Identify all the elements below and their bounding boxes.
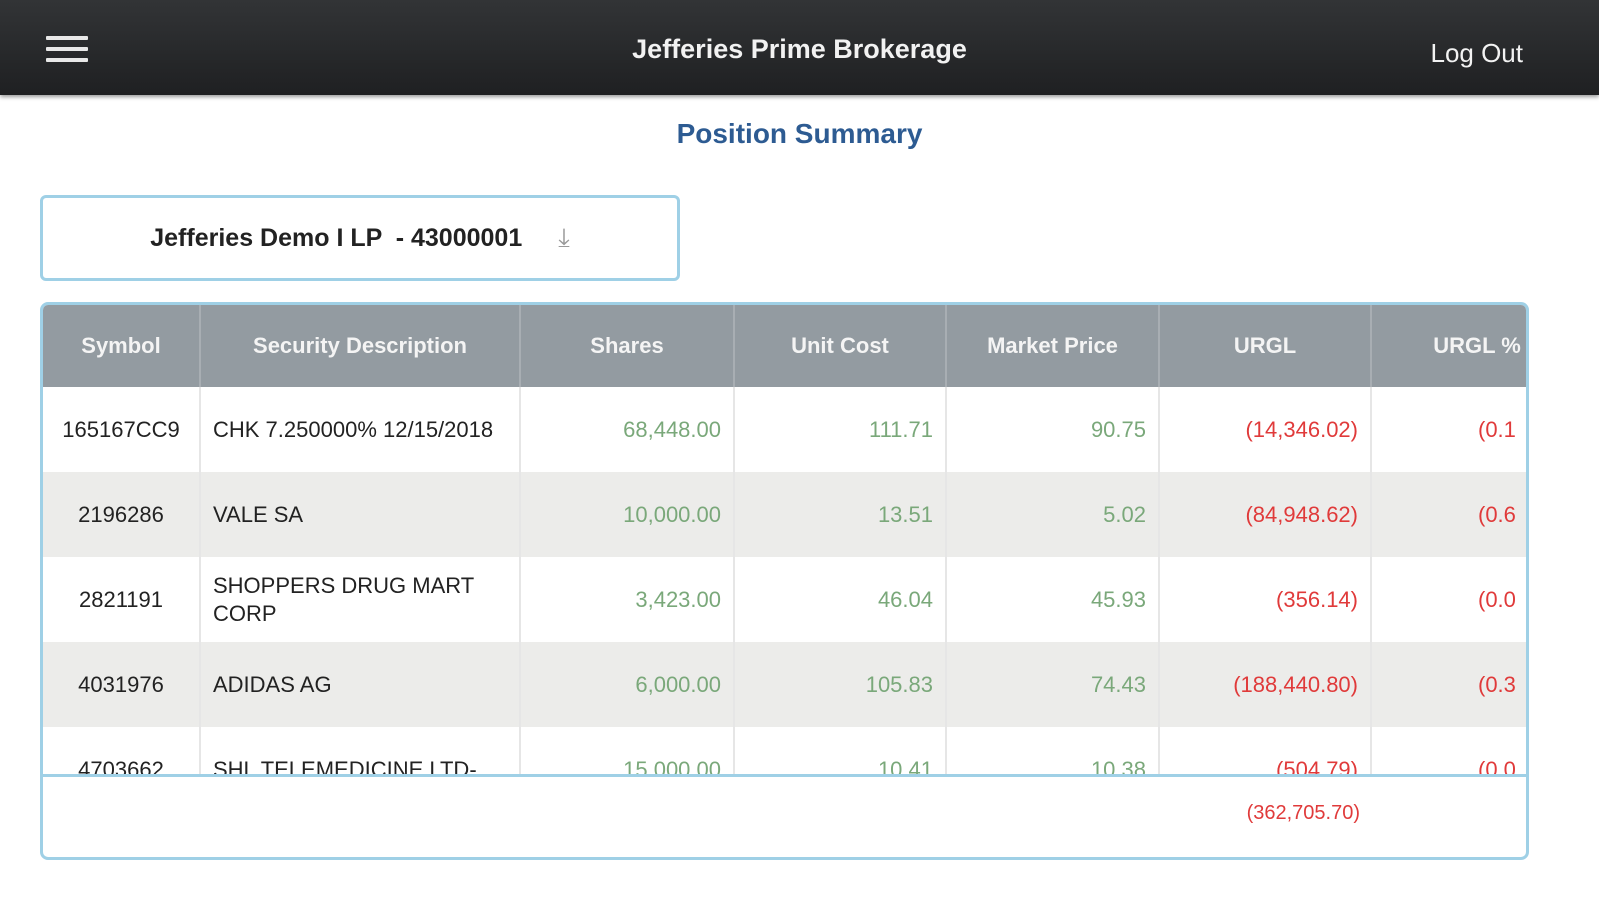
total-urgl: (362,705.70) [1246, 802, 1360, 824]
cell-urgl-pct: (0.0 [1371, 727, 1526, 774]
table-header-row: Symbol Security Description Shares Unit Cos… [43, 305, 1526, 387]
cell-unit-cost: 105.83 [734, 642, 947, 727]
table-row[interactable]: 4703662 SHL TELEMEDICINE LTD- 15,000.00 10.… [43, 727, 1526, 774]
cell-urgl-pct: (0.1 [1371, 387, 1526, 472]
table-row[interactable]: 4031976 ADIDAS AG 6,000.00 105.83 74.43 (188,… [43, 642, 1526, 727]
cell-market-price: 90.75 [946, 387, 1160, 472]
cell-shares: 15,000.00 [520, 727, 735, 774]
account-selector-value: Jefferies Demo I LP - 43000001 [150, 223, 523, 252]
column-header[interactable]: Symbol [43, 305, 201, 387]
download-arrow-icon: ⤓ [558, 222, 570, 252]
cell-symbol: 2196286 [43, 472, 201, 557]
hamburger-menu-icon[interactable] [46, 36, 88, 66]
table-row[interactable]: 2821191 SHOPPERS DRUG MART CORP 3,423.00 46… [43, 557, 1526, 642]
cell-symbol: 165167CC9 [43, 387, 201, 472]
cell-urgl: (84,948.62) [1159, 472, 1372, 557]
column-header[interactable]: Market Price [946, 305, 1160, 387]
cell-urgl: (14,346.02) [1159, 387, 1372, 472]
cell-urgl: (356.14) [1159, 557, 1372, 642]
cell-urgl-pct: (0.3 [1371, 642, 1526, 727]
cell-description: CHK 7.250000% 12/15/2018 [200, 387, 521, 472]
cell-shares: 6,000.00 [520, 642, 735, 727]
column-header[interactable]: Security Description [200, 305, 521, 387]
cell-symbol: 4703662 [43, 727, 201, 774]
cell-unit-cost: 111.71 [734, 387, 947, 472]
cell-symbol: 2821191 [43, 557, 201, 642]
account-selector[interactable]: Jefferies Demo I LP - 43000001 ⤓ [40, 195, 680, 281]
positions-table: Symbol Security Description Shares Unit Cos… [40, 302, 1529, 860]
cell-urgl-pct: (0.0 [1371, 557, 1526, 642]
cell-urgl: (504.79) [1159, 727, 1372, 774]
cell-unit-cost: 46.04 [734, 557, 947, 642]
cell-symbol: 4031976 [43, 642, 201, 727]
cell-description: SHL TELEMEDICINE LTD- [200, 727, 521, 774]
table-row[interactable]: 2196286 VALE SA 10,000.00 13.51 5.02 (84,948.… [43, 472, 1526, 557]
cell-market-price: 74.43 [946, 642, 1160, 727]
cell-description: ADIDAS AG [200, 642, 521, 727]
app-title: Jefferies Prime Brokerage [632, 34, 967, 64]
cell-urgl: (188,440.80) [1159, 642, 1372, 727]
cell-market-price: 45.93 [946, 557, 1160, 642]
cell-description: VALE SA [200, 472, 521, 557]
cell-market-price: 10.38 [946, 727, 1160, 774]
page-title: Position Summary [676, 118, 923, 149]
column-header[interactable]: Unit Cost [734, 305, 947, 387]
cell-shares: 3,423.00 [520, 557, 735, 642]
cell-shares: 68,448.00 [520, 387, 735, 472]
column-header[interactable]: URGL [1159, 305, 1372, 387]
top-bar: Jefferies Prime Brokerage Log Out [0, 0, 1599, 95]
cell-unit-cost: 10.41 [734, 727, 947, 774]
cell-shares: 10,000.00 [520, 472, 735, 557]
cell-unit-cost: 13.51 [734, 472, 947, 557]
column-header[interactable]: URGL % [1371, 305, 1526, 387]
table-row[interactable]: 165167CC9 CHK 7.250000% 12/15/2018 68,448.… [43, 387, 1526, 472]
cell-description: SHOPPERS DRUG MART CORP [200, 557, 521, 642]
cell-urgl-pct: (0.6 [1371, 472, 1526, 557]
logout-button[interactable]: Log Out [1430, 38, 1523, 68]
cell-market-price: 5.02 [946, 472, 1160, 557]
positions-table-scroll[interactable]: Symbol Security Description Shares Unit Cos… [43, 305, 1526, 777]
column-header[interactable]: Shares [520, 305, 735, 387]
